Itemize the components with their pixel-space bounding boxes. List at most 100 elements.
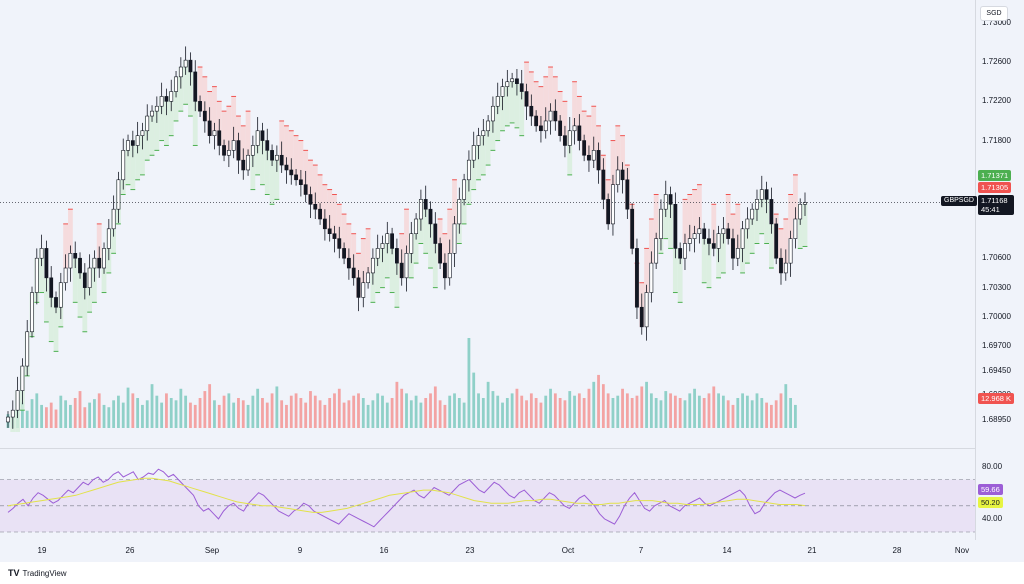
trend-fill xyxy=(423,209,429,254)
candle-body xyxy=(798,203,803,220)
trend-fill xyxy=(797,204,803,249)
volume-bar xyxy=(741,393,744,428)
candle-body xyxy=(327,228,332,235)
candle-body xyxy=(687,238,692,244)
trend-fill xyxy=(212,86,217,131)
rsi-tick-label: 40.00 xyxy=(982,513,1003,523)
volume-bar xyxy=(760,398,764,428)
pane-divider[interactable] xyxy=(0,448,975,449)
trend-fill xyxy=(72,258,78,303)
volume-bar xyxy=(366,404,370,428)
trend-fill xyxy=(538,86,544,131)
candle-body xyxy=(370,257,375,274)
candle-body xyxy=(553,110,558,122)
candle-body xyxy=(654,238,659,264)
time-tick-label: 7 xyxy=(638,546,644,555)
candle-body xyxy=(385,233,390,244)
candle-body xyxy=(582,140,587,156)
trend-fill xyxy=(485,120,491,166)
price-chart-svg[interactable] xyxy=(0,0,975,455)
volume-bar xyxy=(117,395,120,428)
candle-body xyxy=(515,78,519,84)
brand[interactable]: TV TradingView xyxy=(8,568,67,578)
time-tick-label: 23 xyxy=(465,546,475,555)
volume-bar xyxy=(323,404,327,428)
volume-bar xyxy=(241,400,245,428)
trend-fill xyxy=(668,204,673,249)
volume-bar xyxy=(337,388,341,428)
trend-fill xyxy=(226,106,232,151)
volume-bar xyxy=(544,395,548,428)
trend-fill xyxy=(154,106,160,151)
candle-body xyxy=(73,253,78,259)
candle-body xyxy=(639,306,644,328)
last-price-tag: 1.71168 45:41 xyxy=(978,195,1014,215)
volume-bar xyxy=(726,400,730,428)
rsi-chart-svg[interactable] xyxy=(0,452,975,538)
candle-body xyxy=(423,199,428,210)
candle-body xyxy=(207,120,212,136)
candle-body xyxy=(121,150,126,181)
candle-body xyxy=(481,130,486,136)
candle-body xyxy=(510,78,515,83)
volume-bar xyxy=(213,400,216,428)
time-tick-label: 14 xyxy=(722,546,732,555)
volume-bar xyxy=(659,400,663,428)
volume-bar xyxy=(107,407,111,428)
time-tick-label: Oct xyxy=(561,546,575,555)
time-tick-label: 21 xyxy=(807,546,817,555)
volume-bar xyxy=(457,398,461,428)
volume-bar xyxy=(793,404,797,428)
trend-fill xyxy=(404,209,409,254)
trend-fill xyxy=(610,140,616,185)
volume-bar xyxy=(294,393,298,428)
candle-body xyxy=(769,199,774,225)
volume-bar xyxy=(73,398,77,428)
trend-fill xyxy=(125,140,131,185)
currency-label[interactable]: SGD xyxy=(980,6,1008,21)
price-tick-label: 1.69450 xyxy=(982,365,1011,375)
last-price-value: 1.71168 xyxy=(981,196,1008,205)
volume-bar xyxy=(582,398,586,428)
trend-fill xyxy=(528,71,534,117)
time-tick-label: 19 xyxy=(37,546,47,555)
volume-bar xyxy=(529,393,533,428)
trend-fill xyxy=(188,71,193,117)
volume-bar xyxy=(765,402,768,428)
candle-body xyxy=(409,233,414,254)
trend-fill xyxy=(653,194,659,239)
trend-fill xyxy=(720,228,726,273)
time-axis[interactable]: 19 26 Sep 9 16 23 Oct 7 14 21 28 Nov xyxy=(0,540,975,562)
time-tick-label: 16 xyxy=(379,546,389,555)
price-axis[interactable]: 1.73000 1.72600 1.72200 1.71800 1.70600 1.703… xyxy=(975,0,1024,540)
trend-fill xyxy=(749,209,755,254)
candle-body xyxy=(615,169,620,185)
volume-bar xyxy=(232,402,236,428)
candle-body xyxy=(25,331,30,367)
trend-fill xyxy=(63,223,69,269)
trend-fill xyxy=(413,219,419,264)
candle-body xyxy=(764,189,769,200)
price-tick-label: 1.70000 xyxy=(982,312,1011,322)
trend-fill xyxy=(96,223,102,269)
rsi-pane[interactable] xyxy=(0,452,975,538)
candle-body xyxy=(351,267,356,279)
candle-body xyxy=(34,257,39,293)
rsi-tick-label: 80.00 xyxy=(982,461,1003,471)
volume-bar xyxy=(491,391,495,428)
candle-body xyxy=(668,194,673,205)
volume-bar xyxy=(174,400,178,428)
trend-fill xyxy=(552,76,558,121)
candle-body xyxy=(49,277,54,298)
candle-body xyxy=(202,110,207,122)
volume-tag: 12.968 K xyxy=(978,393,1015,404)
candle-body xyxy=(174,76,178,92)
volume-bar xyxy=(520,395,524,428)
price-pane[interactable] xyxy=(0,0,975,455)
candle-body xyxy=(548,110,553,122)
candle-body xyxy=(255,130,260,146)
volume-bar xyxy=(251,395,255,428)
rsi-value-tag: 59.66 xyxy=(978,484,1003,495)
volume-bar xyxy=(553,393,557,428)
trend-fill xyxy=(754,199,760,244)
